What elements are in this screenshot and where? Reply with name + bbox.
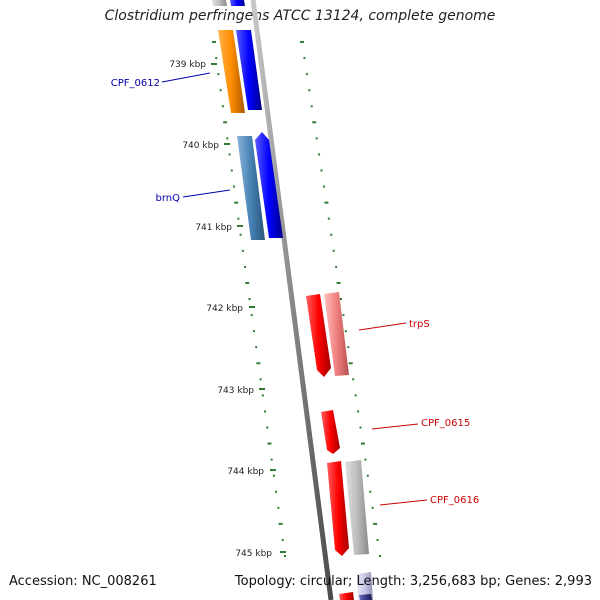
scale-label: 743 kbp <box>217 386 254 396</box>
gene-label-brnq[interactable]: brnQ <box>156 193 181 204</box>
gene-label-trps[interactable]: trpS <box>409 319 430 330</box>
gene-label-cpf-0616[interactable]: CPF_0616 <box>430 495 479 506</box>
map-title: Clostridium perfringens ATCC 13124, comp… <box>104 8 496 24</box>
partial-blue-gene-top <box>230 0 245 6</box>
leader-line-cpf-0616 <box>379 499 428 506</box>
gene-cpf-0612-cog <box>236 30 262 110</box>
leader-line-cpf-0615 <box>371 423 419 430</box>
scale-label: 745 kbp <box>235 549 272 559</box>
scale-label: 741 kbp <box>195 223 232 233</box>
gene-brnq <box>237 136 265 240</box>
inner-tick-ring <box>212 41 286 557</box>
accession-text: Accession: NC_008261 <box>9 574 157 589</box>
gene-cpf-0615 <box>321 410 340 454</box>
gene-trps <box>306 294 331 377</box>
leader-line-brnq <box>182 189 231 198</box>
leader-line-cpf-0612 <box>161 72 211 83</box>
partial-lavender-gene-bottom <box>357 572 373 600</box>
scale-labels: 739 kbp 740 kbp 741 kbp 742 kbp 743 kbp … <box>169 60 286 559</box>
gene-label-cpf-0612[interactable]: CPF_0612 <box>111 78 160 89</box>
gene-trps-cog <box>324 292 349 376</box>
scale-label: 739 kbp <box>169 60 206 70</box>
gene-brnq-cog <box>255 132 283 238</box>
scale-label: 740 kbp <box>182 141 219 151</box>
scale-label: 744 kbp <box>227 467 264 477</box>
genome-backbone <box>250 0 334 600</box>
outer-tick-ring <box>300 41 381 557</box>
scale-label: 742 kbp <box>206 304 243 314</box>
gene-cpf-0616 <box>327 461 349 556</box>
gene-labels: CPF_0612 brnQ trpS CPF_0615 CPF_0616 <box>111 72 479 506</box>
partial-grey-gene-top <box>212 0 227 6</box>
partial-red-gene-bottom <box>339 592 354 600</box>
gene-label-cpf-0615[interactable]: CPF_0615 <box>421 418 470 429</box>
gene-cpf-0612 <box>218 30 245 113</box>
leader-line-trps <box>358 322 407 331</box>
gene-cpf-0616-cog <box>345 460 369 555</box>
gene-features <box>212 0 373 600</box>
partial-dark-gene-bottom <box>359 594 372 600</box>
genome-summary-text: Topology: circular; Length: 3,256,683 bp… <box>234 574 592 589</box>
